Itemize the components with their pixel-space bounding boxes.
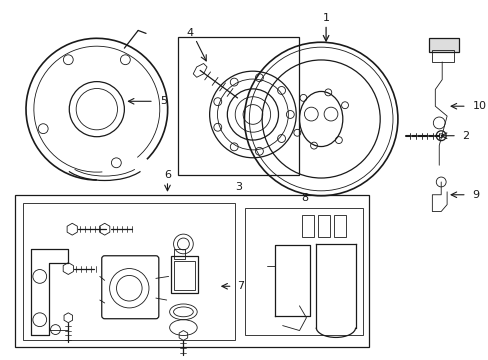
Bar <box>431 50 453 62</box>
Text: 8: 8 <box>300 193 307 203</box>
Text: 9: 9 <box>472 190 479 200</box>
Bar <box>333 215 345 237</box>
Text: 4: 4 <box>186 28 193 38</box>
Text: 1: 1 <box>322 13 329 23</box>
Text: 6: 6 <box>163 170 171 180</box>
Bar <box>318 215 329 237</box>
Bar <box>173 249 185 259</box>
Bar <box>15 195 368 347</box>
Text: 3: 3 <box>235 182 242 192</box>
Text: 7: 7 <box>237 281 244 291</box>
Text: 2: 2 <box>461 131 468 141</box>
Bar <box>302 215 314 237</box>
Bar <box>245 208 363 336</box>
Bar <box>173 261 195 290</box>
Text: 5: 5 <box>160 96 166 106</box>
Bar <box>178 37 298 175</box>
Text: 10: 10 <box>472 101 486 111</box>
Bar <box>170 256 198 293</box>
Bar <box>428 38 458 52</box>
Bar <box>23 203 234 341</box>
